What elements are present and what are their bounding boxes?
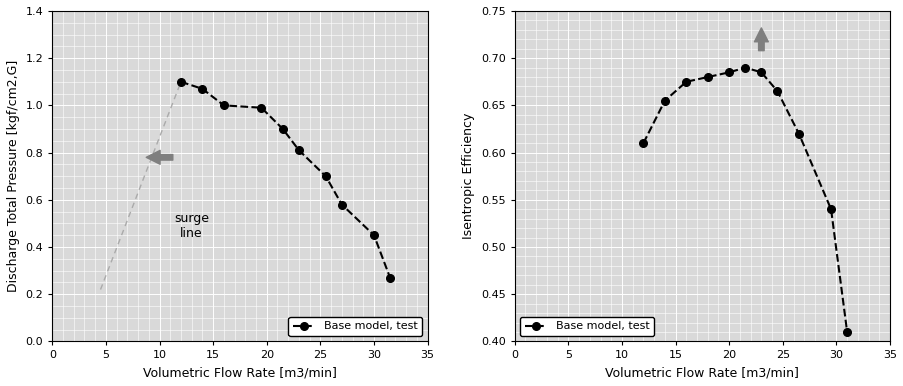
X-axis label: Volumetric Flow Rate [m3/min]: Volumetric Flow Rate [m3/min] xyxy=(143,366,337,379)
Line: Base model, test: Base model, test xyxy=(177,78,394,281)
Base model, test xyxy=(277,127,288,131)
Base model, test xyxy=(723,70,734,74)
Base model, test xyxy=(368,233,379,237)
Base model, test xyxy=(197,86,208,91)
Base model, test xyxy=(755,70,766,74)
Y-axis label: Isentropic Efficiency: Isentropic Efficiency xyxy=(461,113,475,239)
Base model, test xyxy=(638,141,648,146)
Base model, test xyxy=(320,174,330,178)
Base model, test xyxy=(702,75,712,80)
Base model, test xyxy=(256,105,266,110)
Base model, test xyxy=(219,103,229,108)
Base model, test xyxy=(841,330,852,334)
Base model, test xyxy=(824,207,835,212)
Base model, test xyxy=(739,65,749,70)
Base model, test xyxy=(658,98,669,103)
Text: surge
line: surge line xyxy=(174,212,209,240)
Base model, test xyxy=(293,148,304,152)
Legend: Base model, test: Base model, test xyxy=(520,317,653,336)
Base model, test xyxy=(175,80,186,84)
Base model, test xyxy=(771,89,782,93)
Legend: Base model, test: Base model, test xyxy=(288,317,422,336)
Base model, test xyxy=(385,276,396,280)
Y-axis label: Discharge Total Pressure [kgf/cm2,G]: Discharge Total Pressure [kgf/cm2,G] xyxy=(7,60,20,292)
Base model, test xyxy=(793,131,804,136)
X-axis label: Volumetric Flow Rate [m3/min]: Volumetric Flow Rate [m3/min] xyxy=(605,366,798,379)
Base model, test xyxy=(680,80,691,84)
Line: Base model, test: Base model, test xyxy=(639,64,850,336)
Base model, test xyxy=(336,202,347,207)
